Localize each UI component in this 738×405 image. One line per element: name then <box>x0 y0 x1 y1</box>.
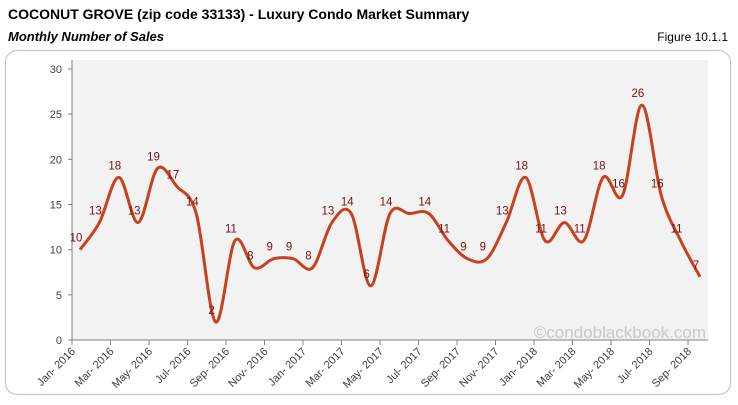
y-tick-label: 30 <box>50 64 62 76</box>
data-label: 16 <box>651 178 664 190</box>
data-label: 14 <box>418 197 431 209</box>
x-tick-label: Sep- 2017 <box>419 346 463 390</box>
x-tick-label: Sep- 2018 <box>650 346 694 390</box>
data-label: 13 <box>89 206 102 218</box>
data-label: 11 <box>574 224 586 236</box>
data-label: 6 <box>363 269 369 281</box>
x-tick-label: Nov- 2016 <box>226 346 270 390</box>
x-tick-label: Jul- 2017 <box>384 346 424 386</box>
x-tick-label: Nov- 2017 <box>457 346 501 390</box>
chart-subtitle: Monthly Number of Sales <box>8 29 165 44</box>
data-label: 18 <box>515 160 528 172</box>
x-tick-label: Sep- 2016 <box>188 346 232 390</box>
data-label: 8 <box>305 251 311 263</box>
x-tick-label: May- 2016 <box>110 346 155 391</box>
data-label: 13 <box>554 206 567 218</box>
y-tick-label: 15 <box>50 200 62 212</box>
data-label: 18 <box>593 160 606 172</box>
data-label: 11 <box>535 224 547 236</box>
data-label: 11 <box>225 224 237 236</box>
figure-number: Figure 10.1.1 <box>657 30 728 44</box>
data-label: 17 <box>166 169 179 181</box>
data-label: 2 <box>208 305 214 317</box>
watermark: ©condoblackbook.com <box>534 323 706 342</box>
data-label: 9 <box>267 242 273 254</box>
data-label: 10 <box>70 233 83 245</box>
data-label: 9 <box>286 242 292 254</box>
y-tick-label: 0 <box>56 335 62 347</box>
data-label: 11 <box>438 224 450 236</box>
data-label: 13 <box>128 206 141 218</box>
sales-line <box>78 103 702 324</box>
data-label: 11 <box>671 224 683 236</box>
data-label: 16 <box>612 178 625 190</box>
data-label: 18 <box>108 160 121 172</box>
data-label: 13 <box>496 206 509 218</box>
y-tick-label: 10 <box>50 245 62 257</box>
y-tick-label: 5 <box>56 290 62 302</box>
x-tick-label: Jan- 2017 <box>266 346 309 389</box>
data-label: 19 <box>147 151 160 163</box>
x-tick-label: May- 2017 <box>341 346 386 391</box>
data-label: 7 <box>693 260 699 272</box>
data-label: 13 <box>321 206 334 218</box>
data-label: 14 <box>380 197 393 209</box>
x-tick-label: Jan- 2016 <box>35 346 78 389</box>
x-tick-label: Jul- 2018 <box>615 346 655 386</box>
chart-panel <box>5 50 731 395</box>
data-label: 9 <box>480 242 486 254</box>
data-label: 14 <box>186 197 199 209</box>
data-label: 14 <box>341 197 354 209</box>
y-tick-label: 20 <box>50 154 62 166</box>
y-tick-label: 25 <box>50 109 62 121</box>
data-label: 8 <box>247 251 253 263</box>
x-tick-label: Jul- 2016 <box>153 346 193 386</box>
x-tick-label: Jan- 2018 <box>497 346 540 389</box>
data-label: 26 <box>631 88 644 100</box>
plot-area <box>72 60 708 340</box>
data-label: 9 <box>460 242 466 254</box>
page-title: COCONUT GROVE (zip code 33133) - Luxury … <box>8 6 470 22</box>
x-tick-label: May- 2018 <box>572 346 617 391</box>
